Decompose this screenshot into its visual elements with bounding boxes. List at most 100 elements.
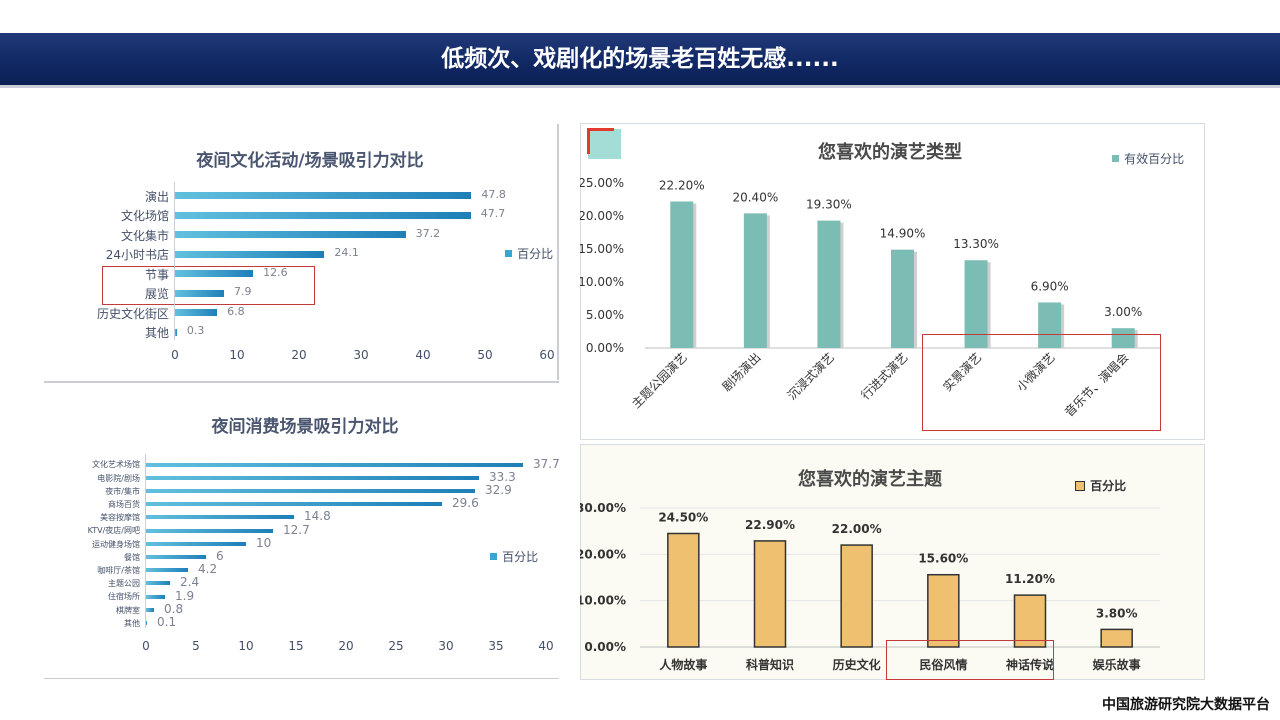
category-label: 棋牌室 — [116, 605, 140, 615]
bar — [175, 250, 325, 258]
legend-swatch — [490, 553, 497, 560]
bar — [753, 540, 787, 648]
bottom-divider — [44, 678, 559, 679]
chart2-legend: 百分比 — [490, 546, 538, 565]
bar — [175, 328, 177, 336]
value-label: 7.9 — [233, 285, 252, 299]
value-label: 11.20% — [1005, 572, 1055, 586]
chart2-title: 夜间消费场景吸引力对比 — [211, 417, 399, 437]
category-label: 节事 — [144, 267, 169, 282]
category-label: 科普知识 — [746, 657, 794, 672]
value-label: 22.00% — [832, 522, 882, 536]
chart4-svg: 0.00% 10.00% 20.00% 30.00% 24.50% 人物故事 22.90% 科… — [580, 501, 1160, 672]
value-label: 22.20% — [659, 178, 705, 192]
chart4-legend: 百分比 — [1075, 475, 1126, 494]
legend-label: 百分比 — [502, 550, 539, 564]
value-label: 33.3 — [489, 469, 516, 484]
y-axis-line — [174, 182, 175, 340]
header-banner — [0, 33, 1280, 85]
bar — [964, 260, 988, 348]
x-tick-label: 30 — [353, 348, 369, 362]
bar — [670, 201, 694, 348]
bar — [667, 532, 700, 648]
bar — [146, 489, 475, 493]
y-tick-label: 5.00% — [586, 308, 624, 322]
bar — [175, 270, 254, 278]
x-tick-label: 30 — [438, 639, 454, 653]
bar — [146, 555, 206, 559]
category-label: 运动健身场馆 — [92, 539, 140, 549]
category-label: 文化艺术场馆 — [92, 460, 140, 470]
category-label: KTV/夜店/网吧 — [87, 526, 140, 536]
value-label: 3.00% — [1104, 305, 1142, 319]
y-axis-line — [145, 454, 146, 628]
y-tick-label: 30.00% — [580, 501, 626, 515]
category-label: 文化场馆 — [120, 209, 169, 224]
value-label: 37.7 — [533, 456, 560, 471]
x-tick-label: 20 — [291, 348, 307, 362]
category-label: 娱乐故事 — [1093, 657, 1141, 672]
bar — [1100, 628, 1133, 648]
x-tick-label: 10 — [229, 348, 245, 362]
chart1-title: 夜间文化活动/场景吸引力对比 — [196, 151, 424, 171]
x-tick-label: 0 — [171, 348, 179, 362]
value-label: 6.8 — [227, 304, 245, 318]
category-label: 演出 — [144, 189, 169, 204]
value-label: 13.30% — [953, 237, 999, 251]
x-tick-label: 60 — [539, 348, 555, 362]
page-title: 低频次、戏剧化的场景老百姓无感...... — [441, 46, 839, 72]
bar — [146, 475, 479, 480]
bar — [1111, 328, 1135, 348]
value-label: 19.30% — [806, 198, 852, 212]
x-tick-label: 15 — [288, 639, 304, 653]
y-tick-label: 0.00% — [584, 640, 626, 654]
chart3-title: 您喜欢的演艺类型 — [818, 142, 962, 163]
y-tick-label: 20.00% — [580, 209, 624, 223]
category-label: 文化集市 — [120, 228, 169, 243]
value-label: 6 — [216, 549, 224, 563]
value-label: 0.3 — [186, 324, 205, 338]
category-label: 民俗风情 — [919, 657, 967, 672]
header-shadow — [0, 85, 1280, 88]
bar — [146, 502, 442, 507]
category-label: 夜市/集市 — [105, 486, 140, 496]
source-footer: 中国旅游研究院大数据平台 — [1102, 697, 1270, 713]
bar — [146, 528, 273, 533]
category-label: 剧场演出 — [719, 350, 764, 395]
category-label: 餐馆 — [124, 552, 140, 562]
category-label: 主题公园 — [108, 579, 140, 589]
value-label: 47.7 — [480, 207, 506, 221]
y-tick-label: 25.00% — [580, 176, 624, 190]
value-label: 24.50% — [658, 510, 708, 524]
category-label: 历史文化街区 — [96, 306, 169, 321]
x-tick-label: 40 — [415, 348, 431, 362]
value-label: 2.4 — [180, 575, 200, 590]
corner-decoration — [588, 129, 621, 159]
horizontal-divider — [44, 381, 559, 383]
bar — [840, 544, 873, 648]
category-label: 沉浸式演艺 — [784, 350, 837, 403]
chart1-legend: 百分比 — [505, 243, 553, 262]
x-tick-label: 10 — [238, 639, 254, 653]
category-label: 24小时书店 — [105, 248, 169, 263]
highlight-box-folk-myth — [886, 640, 1054, 680]
bar — [175, 192, 472, 200]
x-tick-label: 35 — [488, 639, 504, 653]
chart4-title: 您喜欢的演艺主题 — [798, 469, 942, 490]
value-label: 47.8 — [481, 187, 506, 201]
y-tick-label: 0.00% — [586, 341, 624, 355]
vertical-divider — [557, 124, 559, 380]
value-label: 0.8 — [164, 601, 184, 616]
x-tick-label: 25 — [388, 639, 404, 653]
value-label: 22.90% — [745, 518, 795, 532]
value-label: 15.60% — [918, 552, 968, 566]
category-label: 住宿场所 — [108, 592, 140, 602]
bar — [175, 211, 471, 219]
value-label: 12.6 — [263, 265, 288, 279]
bar — [146, 621, 147, 625]
corner-decoration-red — [587, 128, 614, 154]
bar — [146, 462, 523, 467]
y-tick-label: 15.00% — [580, 242, 624, 256]
value-label: 4.2 — [198, 562, 218, 577]
value-label: 14.90% — [880, 227, 926, 241]
